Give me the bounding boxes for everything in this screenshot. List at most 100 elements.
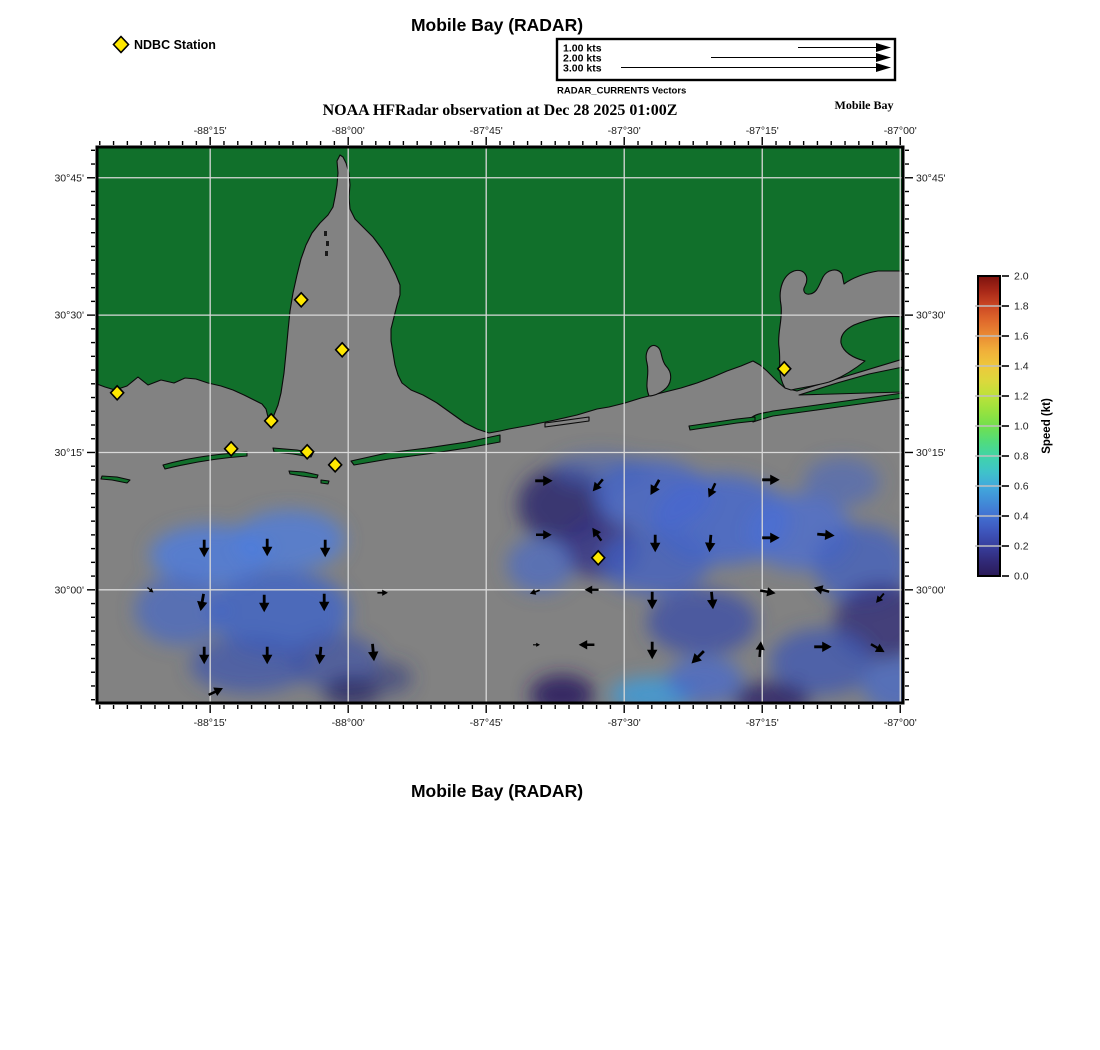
vector-legend-box [555, 37, 897, 82]
petit-bois-island [100, 475, 131, 484]
lon-tick-label-top: -87°30' [608, 125, 641, 137]
ndbc-station-legend-icon [112, 35, 130, 54]
speed-colorbar: 0.0 0.2 0.4 0.6 0.8 1.0 1.2 1.4 1.6 1.8 2.0 Speed … [975, 271, 1053, 583]
lat-tick-label-right: 30°15' [916, 447, 946, 459]
current-vector-arrow [762, 474, 780, 485]
current-vector-arrow [536, 530, 552, 540]
lon-tick-label-bottom: -87°15' [746, 717, 779, 729]
current-vector-arrow [147, 587, 154, 593]
colorbar-tick-label: 1.8 [1014, 301, 1029, 313]
current-vector-arrow [813, 585, 830, 595]
speed-blob [804, 458, 880, 506]
current-vector-arrow [261, 538, 273, 557]
colorbar-tick-label: 1.0 [1014, 421, 1029, 433]
ndbc-station-marker [334, 341, 350, 358]
axis-ticks [87, 137, 913, 713]
lon-tick-label-bottom: -87°30' [608, 717, 641, 729]
current-vector-arrow [533, 642, 540, 647]
vector-legend-row-1-label: 1.00 kts [563, 43, 602, 55]
speed-blob [862, 657, 903, 703]
lat-tick-label-right: 30°00' [916, 584, 946, 596]
colorbar-tick-label: 1.2 [1014, 391, 1029, 403]
speed-blob [368, 662, 412, 694]
current-vector-arrow [319, 539, 331, 558]
speed-blob [135, 575, 225, 645]
current-vector-arrow [208, 687, 223, 697]
colorbar-tick-label: 0.6 [1014, 481, 1029, 493]
lat-tick-label-left: 30°00' [54, 584, 84, 596]
graticule-grid [97, 147, 903, 703]
current-vector-arrow [368, 643, 379, 662]
lon-tick-label-top: -88°00' [332, 125, 365, 137]
current-vector-arrow [814, 641, 832, 652]
sand-island-1 [288, 470, 319, 479]
ndbc-station-marker [776, 360, 792, 377]
delta-channel-dash-1 [324, 231, 327, 236]
lon-tick-label-bottom: -87°45' [470, 717, 503, 729]
speed-blob [667, 656, 743, 703]
vector-scale-legend: 1.00 kts 2.00 kts 3.00 kts [555, 37, 897, 82]
current-vector-arrow [315, 646, 326, 665]
current-vector-arrow [647, 591, 658, 610]
legend-arrow-head [876, 53, 891, 62]
current-vector-arrow [691, 650, 705, 664]
lat-tick-label-left: 30°15' [54, 447, 84, 459]
speed-blob [290, 634, 380, 690]
ndbc-station-marker [327, 456, 343, 474]
lon-tick-label-top: -87°15' [746, 125, 779, 137]
pensacola-bay [778, 269, 903, 391]
lon-tick-label-bottom: -87°00' [884, 717, 917, 729]
santa-rosa-island [750, 392, 903, 423]
colorbar-tick-label: 0.8 [1014, 451, 1029, 463]
ndbc-station-marker [299, 443, 315, 460]
colorbar-tick-label: 0.0 [1014, 571, 1029, 583]
current-vector-arrow [650, 534, 661, 553]
lat-tick-label-left: 30°30' [54, 310, 84, 322]
legend-arrow-head [876, 63, 891, 72]
lat-tick-label-right: 30°30' [916, 310, 946, 322]
colorbar-ticks [975, 275, 1009, 577]
current-vector-arrow [535, 475, 553, 486]
perdido-key [688, 416, 756, 431]
colorbar-tick-label: 1.6 [1014, 331, 1029, 343]
legend-arrow-head [876, 43, 891, 52]
speed-blob [235, 510, 345, 570]
delta-channel-dash-2 [326, 241, 329, 246]
current-vector-arrow [762, 532, 780, 543]
ndbc-station-marker [109, 384, 125, 401]
speed-blob [210, 570, 350, 654]
ndbc-station-marker [293, 291, 309, 308]
lat-tick-label-right: 30°45' [916, 172, 946, 184]
ndbc-stations [109, 291, 792, 566]
vector-legend-arrows [621, 43, 891, 72]
current-vectors [147, 474, 885, 697]
lon-tick-label-top: -88°15' [194, 125, 227, 137]
lon-tick-label-top: -87°45' [470, 125, 503, 137]
speed-blob [190, 637, 310, 693]
bottom-title: Mobile Bay (RADAR) [411, 781, 583, 801]
current-vector-arrow [817, 529, 835, 540]
current-vector-arrow [198, 646, 210, 665]
lon-tick-label-bottom: -88°00' [332, 717, 365, 729]
observation-subtitle: NOAA HFRadar observation at Dec 28 2025 … [323, 102, 678, 119]
current-vector-arrow [592, 527, 603, 542]
ndbc-station-marker [223, 440, 239, 457]
speed-blob [647, 589, 757, 655]
current-vector-arrow [318, 593, 330, 612]
current-vector-arrow [258, 594, 270, 613]
speed-blob [770, 629, 874, 695]
region-label: Mobile Bay [835, 98, 894, 112]
map-panel: -88°15' -88°15' -88°00' -88°00' -87°45' -87°4… [54, 125, 945, 729]
current-vector-arrow [755, 641, 765, 658]
axis-tick-labels: -88°15' -88°15' -88°00' -88°00' -87°45' -87°4… [54, 125, 945, 729]
colorbar-tick-label: 2.0 [1014, 271, 1029, 283]
colorbar-labels: 0.0 0.2 0.4 0.6 0.8 1.0 1.2 1.4 1.6 1.8 2.0 [1014, 271, 1029, 583]
current-vector-arrow [650, 479, 661, 496]
current-vector-arrow [592, 478, 604, 492]
current-vector-arrow [707, 482, 717, 498]
gulf-breeze-wedge [798, 366, 903, 396]
current-vector-arrow [705, 534, 716, 553]
speed-blob [600, 529, 710, 595]
colorbar-tick-label: 0.2 [1014, 541, 1029, 553]
